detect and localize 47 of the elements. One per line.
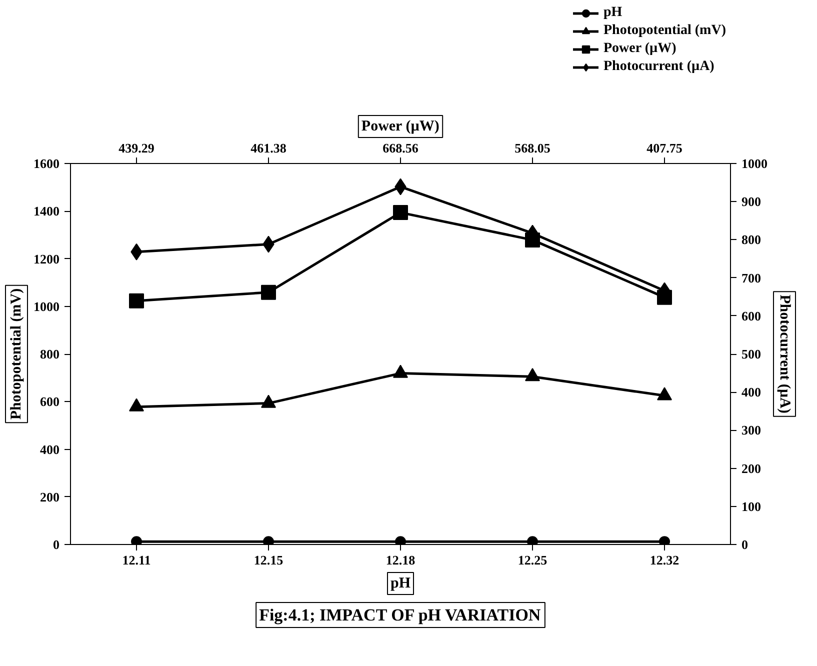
point	[525, 368, 540, 382]
y-axis-title: Photopotential (mV)	[8, 288, 24, 420]
point	[129, 293, 144, 308]
y2-tick-label: 900	[742, 194, 761, 210]
point	[393, 205, 408, 220]
annotation: 439.29	[118, 140, 155, 156]
point	[261, 284, 276, 300]
x-tick-label: 12.11	[122, 552, 151, 568]
y-tick-label: 400	[40, 442, 60, 457]
y2-tick-label: 700	[742, 270, 761, 286]
y2-tick-label: 1000	[742, 156, 768, 171]
y-tick-label: 1200	[34, 251, 60, 266]
annotation: 668.56	[382, 140, 419, 156]
y2-tick-label: 100	[742, 498, 761, 514]
y-tick-label: 800	[40, 346, 60, 362]
y2-tick-label: 200	[742, 460, 761, 476]
x2-axis-title: Power (µW)	[361, 118, 440, 134]
x-tick-label: 12.15	[254, 552, 284, 568]
legend-label: pH	[604, 4, 624, 22]
point	[261, 394, 276, 408]
x-axis-title: pH	[390, 576, 411, 592]
point	[393, 364, 408, 378]
y-tick-label: 200	[40, 489, 60, 504]
y-tick-label: 1400	[34, 204, 60, 219]
text: Fig:4.1; IMPACT OF pH VARIATION	[259, 606, 542, 624]
annotation: 407.75	[646, 140, 683, 156]
x-tick-label: 12.25	[518, 552, 548, 568]
x-tick-label: 12.18	[386, 552, 416, 568]
annotation: 461.38	[250, 140, 287, 156]
y2-tick-label: 800	[742, 232, 761, 248]
point	[657, 387, 672, 400]
y2-tick-label: 500	[742, 346, 761, 362]
y-tick-label: 600	[40, 394, 60, 410]
legend-label: Photocurrent (µA)	[604, 58, 714, 76]
x-tick-label: 12.32	[650, 552, 680, 568]
y2-tick-label: 0	[742, 537, 748, 552]
y2-tick-label: 400	[742, 384, 761, 400]
point	[129, 398, 144, 412]
annotation: 568.05	[514, 140, 551, 156]
y-tick-label: 0	[53, 537, 60, 552]
y2-tick-label: 300	[742, 422, 761, 438]
y-tick-label: 1000	[34, 298, 60, 314]
y2-axis-title: Photocurrent (µA)	[776, 294, 792, 414]
legend-label: Photopotential (mV)	[604, 22, 726, 40]
y-tick-label: 1600	[34, 156, 60, 171]
legend-label: Power (µW)	[604, 40, 676, 58]
y2-tick-label: 600	[742, 308, 761, 324]
